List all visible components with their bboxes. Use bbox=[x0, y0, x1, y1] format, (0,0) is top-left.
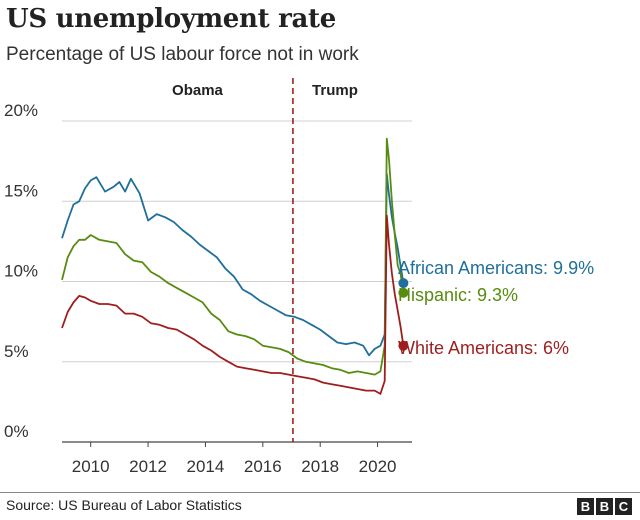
x-tick-label: 2014 bbox=[187, 457, 225, 476]
x-tick-label: 2018 bbox=[301, 457, 339, 476]
y-tick-label: 20% bbox=[4, 101, 38, 120]
line-chart: 0% 5% 10% 15% 20% 2010 2012 2014 2016 2018 2020 Oba… bbox=[4, 78, 594, 476]
annotation-obama: Obama bbox=[172, 82, 224, 99]
y-tick-label: 15% bbox=[4, 181, 38, 200]
footer: Source: US Bureau of Labor Statistics B … bbox=[0, 492, 640, 520]
source-note: Source: US Bureau of Labor Statistics bbox=[6, 497, 242, 513]
y-tick-label: 5% bbox=[4, 342, 29, 361]
y-tick-label: 10% bbox=[4, 262, 38, 281]
series-line-white-americans bbox=[61, 214, 405, 395]
series-end-label: White Americans: 6% bbox=[398, 338, 569, 358]
series-end-point bbox=[398, 287, 409, 298]
series-line-hispanic bbox=[61, 137, 405, 376]
y-tick-label: 0% bbox=[4, 422, 29, 441]
bbc-logo: B B C bbox=[577, 498, 632, 515]
chart-title: US unemployment rate bbox=[6, 4, 336, 34]
chart-subtitle: Percentage of US labour force not in wor… bbox=[6, 44, 359, 65]
annotation-trump: Trump bbox=[312, 82, 358, 99]
logo-letter-b2: B bbox=[596, 498, 613, 515]
series-end-label: African Americans: 9.9% bbox=[398, 258, 594, 278]
x-tick-label: 2020 bbox=[359, 457, 397, 476]
series-end-label: Hispanic: 9.3% bbox=[398, 285, 518, 305]
logo-letter-c: C bbox=[615, 498, 632, 515]
series-line-african-americans bbox=[61, 173, 405, 357]
logo-letter-b1: B bbox=[577, 498, 594, 515]
x-tick-label: 2012 bbox=[129, 457, 167, 476]
x-tick-label: 2010 bbox=[72, 457, 110, 476]
series-end-point bbox=[398, 340, 409, 351]
x-tick-label: 2016 bbox=[244, 457, 282, 476]
series-end-point bbox=[398, 278, 409, 289]
